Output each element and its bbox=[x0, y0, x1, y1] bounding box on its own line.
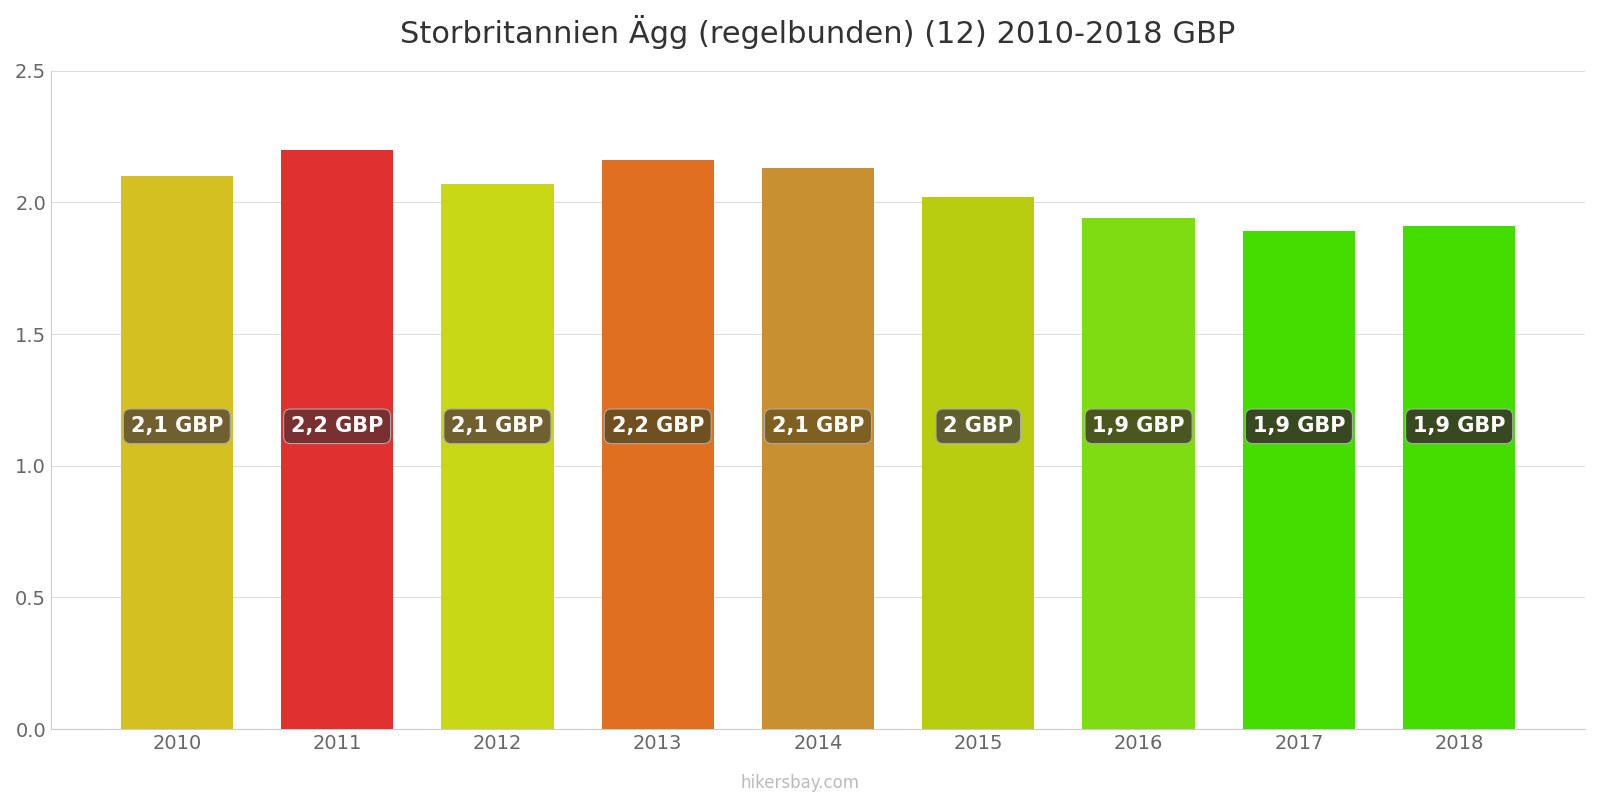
Text: 2,2 GBP: 2,2 GBP bbox=[291, 416, 384, 436]
Text: 1,9 GBP: 1,9 GBP bbox=[1253, 416, 1346, 436]
Text: 2,1 GBP: 2,1 GBP bbox=[131, 416, 222, 436]
Text: 2,1 GBP: 2,1 GBP bbox=[771, 416, 864, 436]
Bar bbox=[442, 184, 554, 729]
Text: hikersbay.com: hikersbay.com bbox=[741, 774, 859, 792]
Bar bbox=[120, 176, 234, 729]
Text: 1,9 GBP: 1,9 GBP bbox=[1413, 416, 1506, 436]
Text: 1,9 GBP: 1,9 GBP bbox=[1093, 416, 1186, 436]
Text: 2,2 GBP: 2,2 GBP bbox=[611, 416, 704, 436]
Bar bbox=[762, 168, 874, 729]
Bar bbox=[282, 150, 394, 729]
Bar bbox=[1403, 226, 1515, 729]
Text: 2 GBP: 2 GBP bbox=[944, 416, 1013, 436]
Text: 2,1 GBP: 2,1 GBP bbox=[451, 416, 544, 436]
Bar bbox=[922, 197, 1034, 729]
Title: Storbritannien Ägg (regelbunden) (12) 2010-2018 GBP: Storbritannien Ägg (regelbunden) (12) 20… bbox=[400, 15, 1235, 49]
Bar bbox=[1083, 218, 1195, 729]
Bar bbox=[602, 160, 714, 729]
Bar bbox=[1243, 231, 1355, 729]
